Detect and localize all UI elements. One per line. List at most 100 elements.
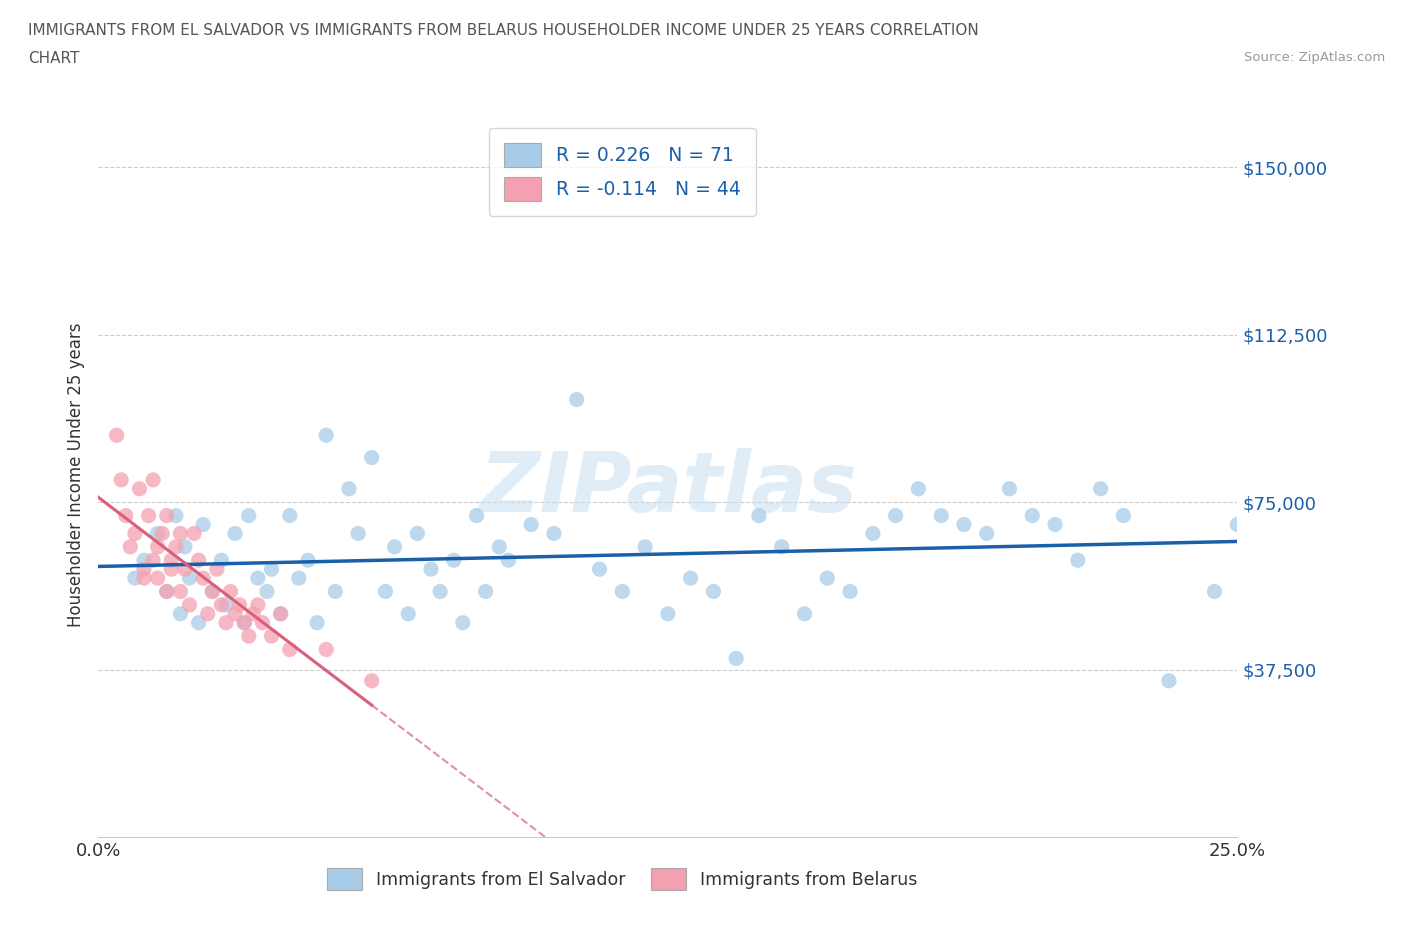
Point — [110, 472, 132, 487]
Point — [219, 584, 242, 599]
Point — [420, 562, 443, 577]
Point — [246, 571, 269, 586]
Point — [215, 616, 238, 631]
Point — [976, 526, 998, 541]
Point — [612, 584, 634, 599]
Legend: Immigrants from El Salvador, Immigrants from Belarus: Immigrants from El Salvador, Immigrants … — [321, 861, 924, 897]
Point — [132, 571, 155, 586]
Point — [146, 539, 169, 554]
Point — [315, 428, 337, 443]
Point — [474, 584, 496, 599]
Point — [146, 571, 169, 586]
Point — [634, 539, 657, 554]
Point — [224, 606, 246, 621]
Point — [451, 616, 474, 631]
Point — [347, 526, 370, 541]
Point — [174, 562, 197, 577]
Point — [323, 584, 346, 599]
Point — [179, 597, 201, 612]
Point — [278, 508, 301, 523]
Point — [256, 584, 278, 599]
Text: ZIPatlas: ZIPatlas — [479, 448, 856, 529]
Point — [565, 392, 588, 407]
Point — [929, 508, 952, 523]
Point — [998, 482, 1021, 497]
Point — [156, 584, 179, 599]
Point — [657, 606, 679, 621]
Point — [488, 539, 510, 554]
Point — [233, 616, 256, 631]
Point — [233, 616, 256, 631]
Point — [315, 642, 337, 657]
Point — [242, 606, 264, 621]
Point — [150, 526, 173, 541]
Point — [543, 526, 565, 541]
Point — [124, 526, 146, 541]
Point — [839, 584, 862, 599]
Point — [228, 597, 250, 612]
Point — [815, 571, 838, 586]
Point — [201, 584, 224, 599]
Point — [156, 584, 179, 599]
Point — [146, 526, 169, 541]
Point — [260, 629, 283, 644]
Point — [862, 526, 884, 541]
Point — [165, 539, 187, 554]
Point — [224, 526, 246, 541]
Point — [406, 526, 429, 541]
Point — [297, 552, 319, 567]
Point — [337, 482, 360, 497]
Point — [360, 673, 382, 688]
Point — [160, 552, 183, 567]
Point — [1043, 517, 1066, 532]
Point — [193, 571, 215, 586]
Point — [1226, 517, 1249, 532]
Point — [679, 571, 702, 586]
Point — [187, 552, 209, 567]
Point — [183, 526, 205, 541]
Point — [138, 508, 160, 523]
Point — [374, 584, 396, 599]
Point — [165, 508, 187, 523]
Point — [793, 606, 815, 621]
Point — [1157, 673, 1180, 688]
Point — [160, 562, 183, 577]
Point — [465, 508, 488, 523]
Point — [128, 482, 150, 497]
Point — [429, 584, 451, 599]
Point — [260, 562, 283, 577]
Point — [179, 571, 201, 586]
Point — [520, 517, 543, 532]
Y-axis label: Householder Income Under 25 years: Householder Income Under 25 years — [66, 322, 84, 627]
Point — [238, 508, 260, 523]
Point — [396, 606, 419, 621]
Text: Source: ZipAtlas.com: Source: ZipAtlas.com — [1244, 51, 1385, 64]
Point — [270, 606, 292, 621]
Point — [169, 606, 191, 621]
Point — [498, 552, 520, 567]
Point — [132, 552, 155, 567]
Point — [270, 606, 292, 621]
Point — [588, 562, 610, 577]
Point — [384, 539, 406, 554]
Point — [169, 584, 191, 599]
Point — [360, 450, 382, 465]
Point — [443, 552, 465, 567]
Point — [1204, 584, 1226, 599]
Point — [1067, 552, 1090, 567]
Point — [1112, 508, 1135, 523]
Point — [209, 552, 232, 567]
Point — [169, 526, 191, 541]
Point — [187, 616, 209, 631]
Point — [1090, 482, 1112, 497]
Point — [215, 597, 238, 612]
Point — [307, 616, 329, 631]
Point — [278, 642, 301, 657]
Point — [156, 508, 179, 523]
Point — [201, 584, 224, 599]
Point — [124, 571, 146, 586]
Point — [197, 606, 219, 621]
Point — [246, 597, 269, 612]
Point — [105, 428, 128, 443]
Point — [725, 651, 748, 666]
